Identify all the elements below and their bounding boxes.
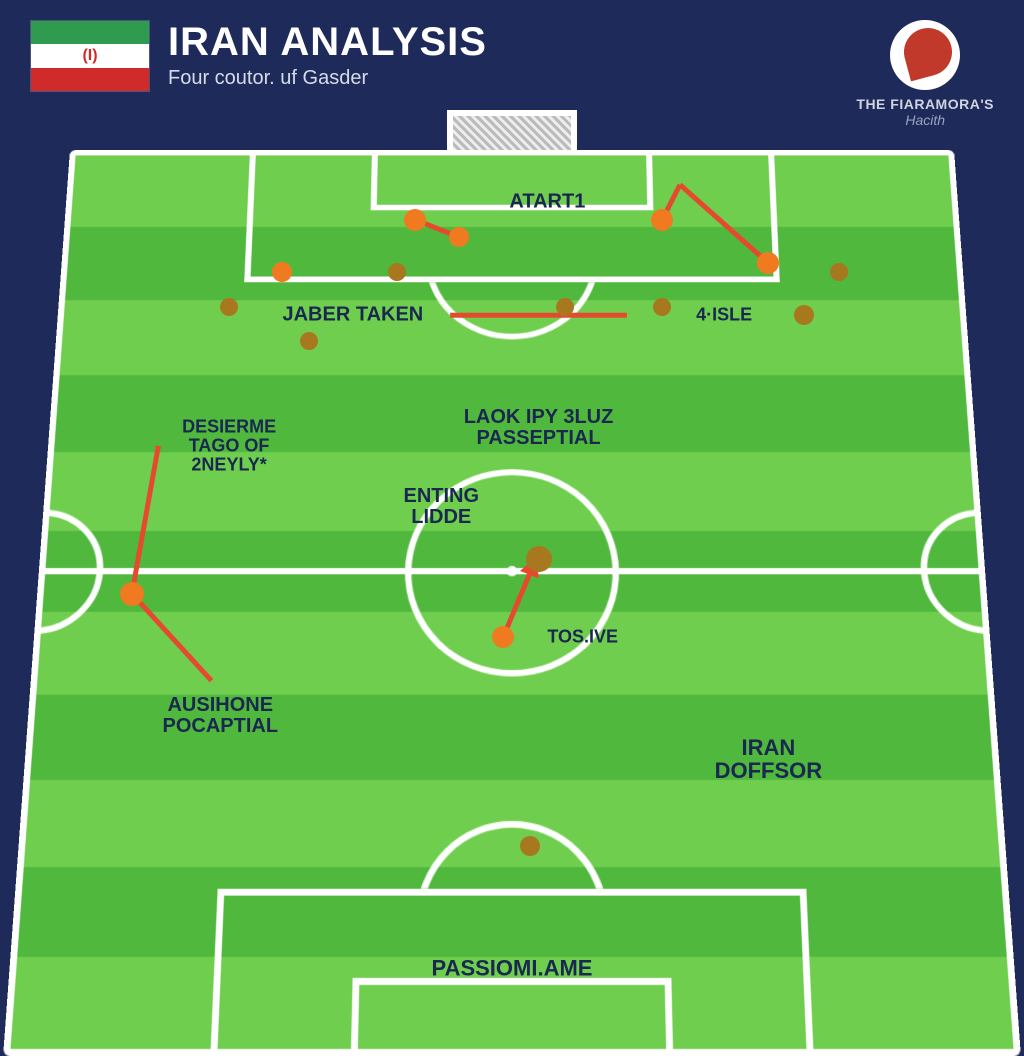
iran-flag: (I) (30, 20, 150, 92)
title-block: IRAN ANALYSIS Four coutor. uf Gasder (168, 20, 487, 90)
brand-line1: THE FIARAMORA'S (856, 96, 994, 112)
pitch-stripe (30, 695, 994, 780)
center-spot (507, 566, 518, 576)
flag-stripe-bot (31, 68, 149, 91)
flag-emblem-text: (I) (82, 47, 97, 65)
six-yard-box-top (371, 155, 653, 210)
page-subtitle: Four coutor. uf Gasder (168, 67, 487, 90)
goal-top (447, 110, 577, 154)
flag-stripe-mid: (I) (31, 44, 149, 67)
six-yard-box-bottom (352, 978, 673, 1049)
flag-stripe-top (31, 21, 149, 44)
brand-icon (890, 20, 960, 90)
page-title: IRAN ANALYSIS (168, 20, 487, 65)
pitch-stripe (54, 375, 970, 452)
brand: THE FIARAMORA'S Hacith (856, 20, 994, 128)
pitch (3, 150, 1021, 1056)
brand-line2: Hacith (856, 112, 994, 128)
pitch-container (70, 150, 954, 1020)
